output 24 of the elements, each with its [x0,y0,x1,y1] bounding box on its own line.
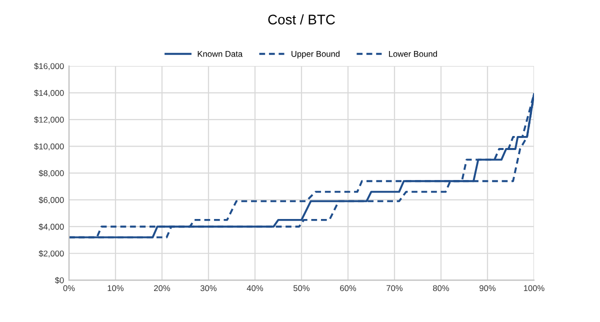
x-tick-label: 70% [386,285,403,292]
x-tick-label: 80% [433,285,450,292]
y-tick-label: $4,000 [38,223,64,231]
legend-label: Lower Bound [389,50,437,57]
x-tick-label: 40% [246,285,264,292]
x-tick-label: 60% [340,285,356,292]
x-tick-label: 90% [480,285,496,292]
x-tick-label: 100% [524,285,544,292]
chart-title: Cost / BTC [268,14,335,24]
y-tick-label: $14,000 [34,90,64,97]
y-tick-label: $10,000 [34,143,64,150]
y-tick-label: $16,000 [34,62,64,70]
legend-label: Known Data [198,51,243,57]
x-tick-label: 10% [108,285,124,292]
x-tick-label: 30% [200,285,217,292]
x-tick-label: 50% [293,285,310,292]
y-tick-label: $2,000 [38,250,64,258]
legend-label: Upper Bound [292,50,340,59]
y-tick-label: $8,000 [38,170,64,178]
y-tick-label: $12,000 [34,116,64,124]
x-tick-label: 0% [63,285,75,292]
y-tick-label: $6,000 [38,196,64,204]
x-tick-label: 20% [154,285,170,292]
y-tick-label: $0 [54,276,64,284]
